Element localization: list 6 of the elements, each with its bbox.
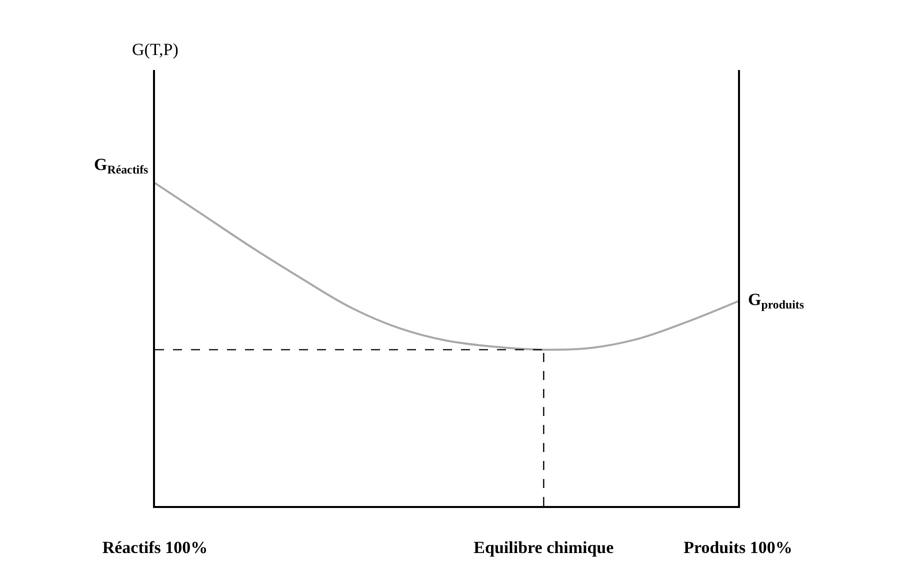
x-tick-label: Produits 100% [684,538,792,558]
x-tick-label: Equilibre chimique [474,538,614,558]
x-tick-label: Réactifs 100% [102,538,208,558]
annotation: G$_{produits}$ [748,290,804,312]
text: G(T,P) [132,40,178,59]
annotation: G$_{Réactifs}$ [94,155,149,177]
